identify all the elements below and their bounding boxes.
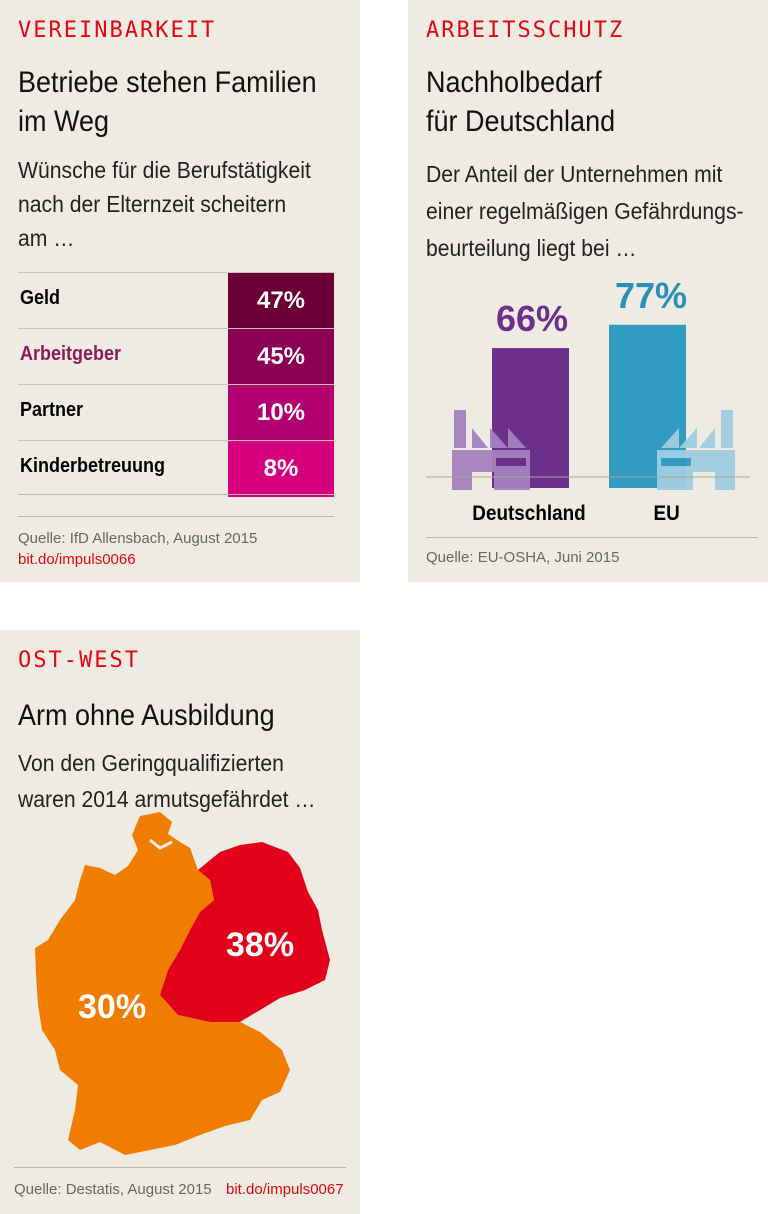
- subtitle-line: einer regelmäßigen Gefährdungs-: [426, 198, 744, 224]
- source-link[interactable]: bit.do/impuls0066: [18, 551, 136, 568]
- kicker: OST-WEST: [18, 648, 140, 673]
- kicker: ARBEITSSCHUTZ: [426, 18, 625, 43]
- row-value: 45%: [228, 329, 334, 385]
- title-line: für Deutschland: [426, 105, 616, 138]
- map-region-west: [35, 812, 290, 1155]
- map-region-east: [160, 842, 330, 1022]
- panel-vereinbarkeit: VEREINBARKEIT Betriebe stehen Familien i…: [0, 0, 360, 582]
- subtitle-line: beurteilung liegt bei …: [426, 235, 637, 261]
- title-line: im Weg: [18, 105, 110, 138]
- subtitle-line: waren 2014 armutsgefährdet …: [18, 786, 316, 812]
- table-row: Geld 47%: [18, 272, 334, 329]
- source: Quelle: EU-OSHA, Juni 2015: [426, 549, 620, 566]
- title-line: Nachholbedarf: [426, 66, 602, 99]
- bar-chart: [426, 324, 750, 490]
- panel-ost-west: OST-WEST Arm ohne Ausbildung Von den Ger…: [0, 630, 360, 1214]
- table-row: Partner 10%: [18, 384, 334, 441]
- value-label-eu: 77%: [615, 274, 688, 316]
- table-row: Kinderbetreuung 8%: [18, 440, 334, 497]
- subtitle-line: Von den Geringqualifizierten: [18, 750, 284, 776]
- value-label-east: 38%: [226, 926, 295, 964]
- row-value: 10%: [228, 385, 334, 441]
- factory-icon: [452, 410, 530, 490]
- subtitle-line: Wünsche für die Berufstätigkeit: [18, 157, 311, 183]
- category-label-eu: EU: [653, 502, 680, 525]
- subtitle-line: nach der Elternzeit scheitern: [18, 191, 287, 217]
- row-label: Geld: [20, 287, 61, 309]
- row-value: 8%: [228, 441, 334, 497]
- table-row: Arbeitgeber 45%: [18, 328, 334, 385]
- title: Arm ohne Ausbildung: [18, 699, 275, 732]
- row-value: 47%: [228, 273, 334, 329]
- panel-arbeitsschutz: ARBEITSSCHUTZ Nachholbedarf für Deutschl…: [408, 0, 768, 582]
- factory-icon: [657, 410, 735, 490]
- row-label: Kinderbetreuung: [20, 455, 166, 477]
- source: Quelle: Destatis, August 2015: [14, 1181, 212, 1198]
- row-label: Partner: [20, 399, 84, 421]
- germany-map: [35, 812, 330, 1155]
- subtitle-line: am …: [18, 225, 75, 251]
- source-link[interactable]: bit.do/impuls0067: [226, 1181, 344, 1198]
- subtitle-line: Der Anteil der Unternehmen mit: [426, 161, 723, 187]
- elbe-river: [149, 838, 173, 850]
- kicker: VEREINBARKEIT: [18, 18, 217, 43]
- source: Quelle: IfD Allensbach, August 2015: [18, 530, 258, 547]
- category-label-deutschland: Deutschland: [472, 502, 586, 525]
- value-label-deutschland: 66%: [496, 298, 569, 340]
- value-label-west: 30%: [78, 988, 147, 1026]
- title-line: Betriebe stehen Familien: [18, 66, 317, 99]
- row-label: Arbeitgeber: [20, 343, 122, 365]
